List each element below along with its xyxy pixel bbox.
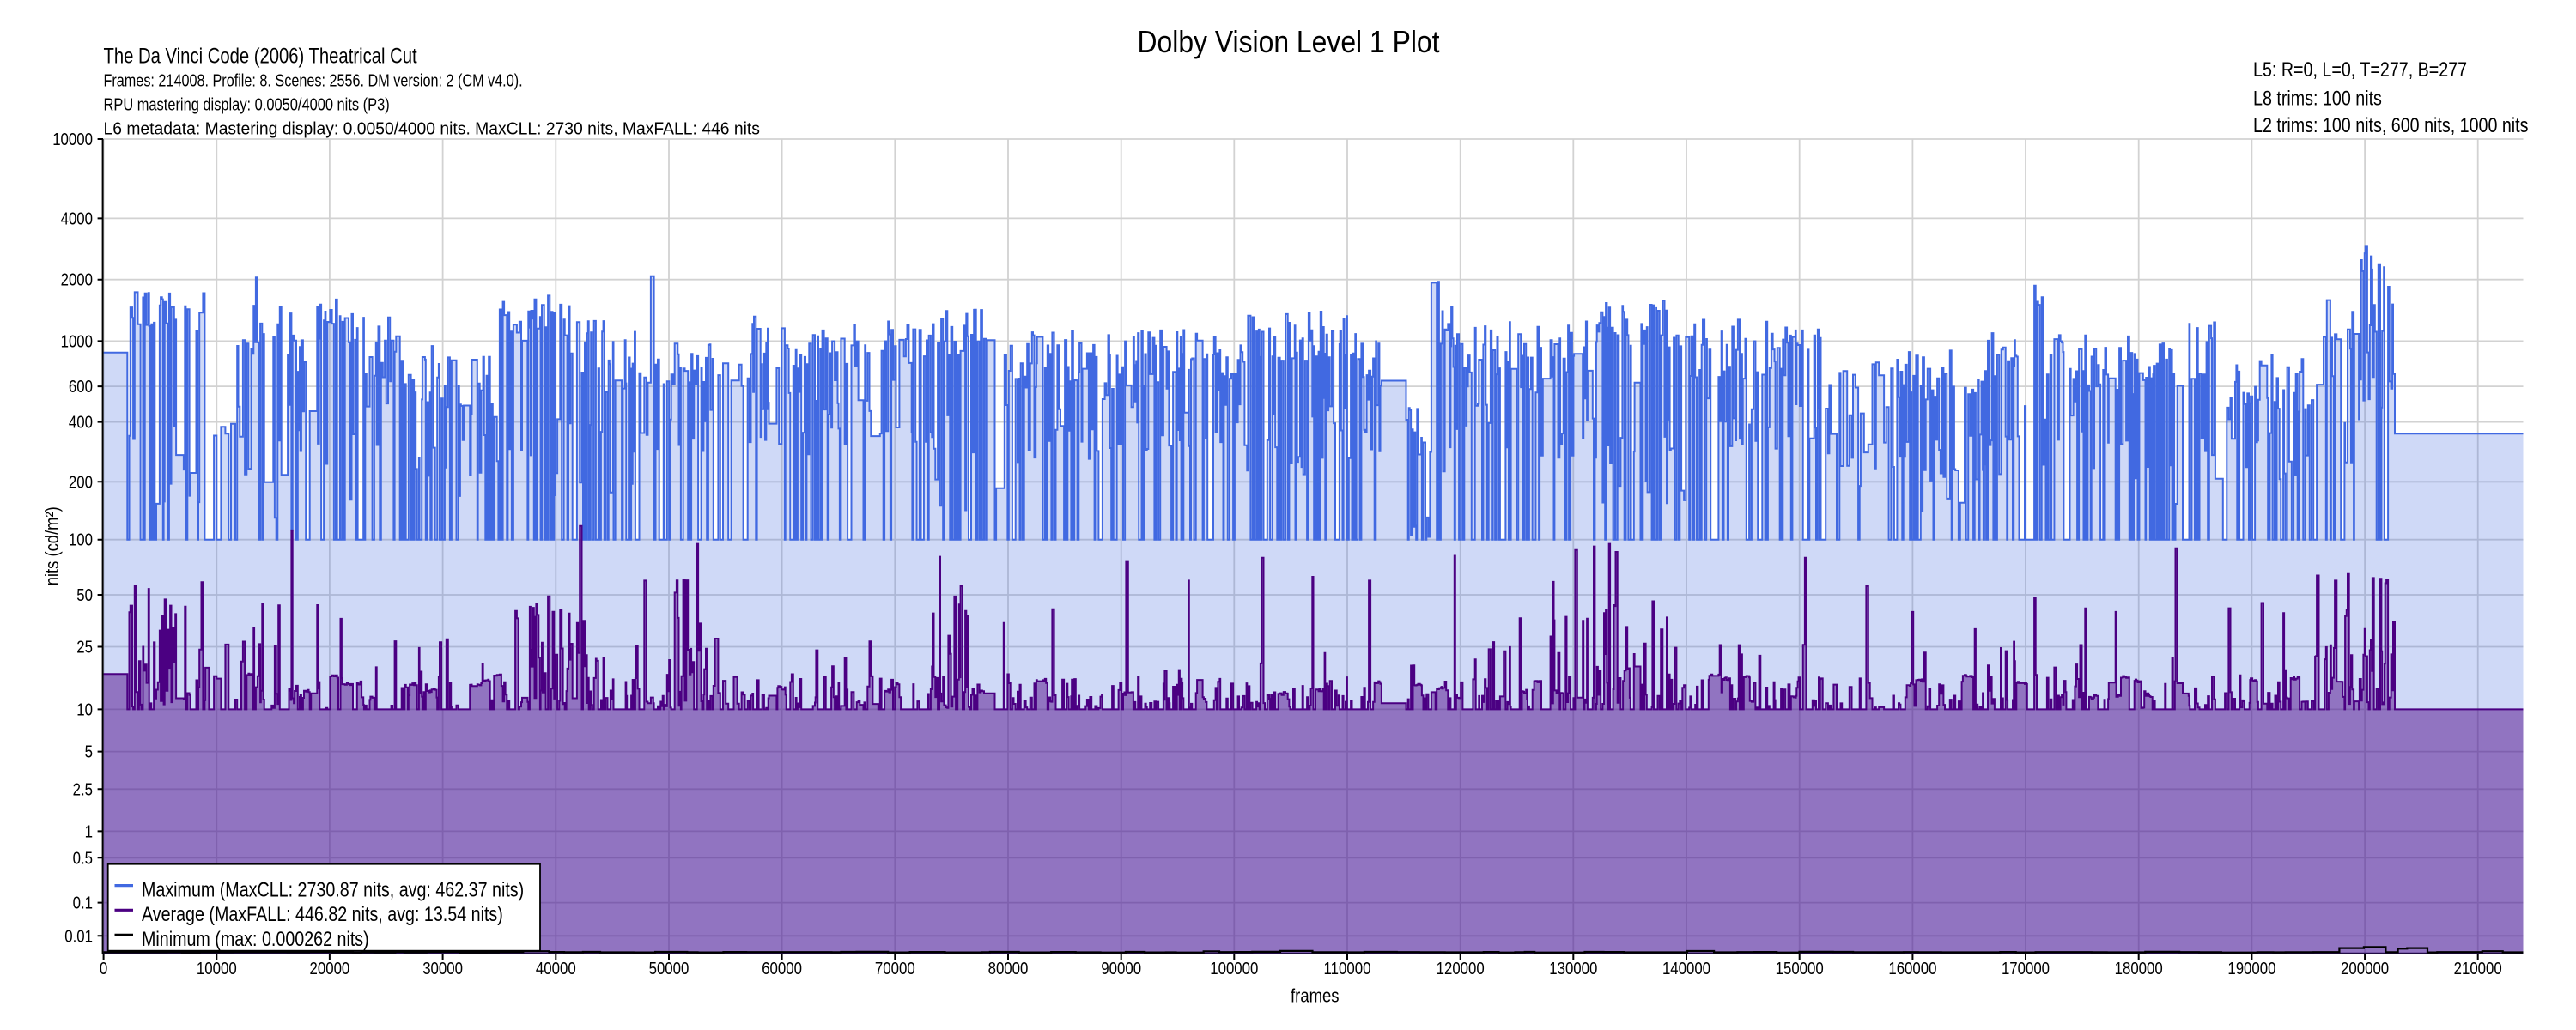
svg-text:nits (cd/m²): nits (cd/m²) — [41, 506, 63, 585]
svg-text:30000: 30000 — [422, 959, 463, 978]
svg-text:2.5: 2.5 — [73, 779, 93, 799]
svg-text:frames: frames — [1291, 985, 1340, 1007]
svg-text:The Da Vinci Code (2006) Theat: The Da Vinci Code (2006) Theatrical Cut — [104, 45, 417, 69]
svg-text:1000: 1000 — [61, 331, 93, 351]
svg-text:4000: 4000 — [61, 209, 93, 228]
svg-text:0: 0 — [100, 959, 107, 978]
svg-text:2000: 2000 — [61, 270, 93, 290]
svg-text:130000: 130000 — [1549, 959, 1597, 978]
svg-text:Maximum (MaxCLL: 2730.87 nits,: Maximum (MaxCLL: 2730.87 nits, avg: 462.… — [142, 878, 524, 901]
svg-text:L8 trims: 100 nits: L8 trims: 100 nits — [2253, 87, 2382, 110]
svg-text:40000: 40000 — [536, 959, 576, 978]
svg-text:70000: 70000 — [875, 959, 915, 978]
svg-text:90000: 90000 — [1101, 959, 1141, 978]
svg-text:600: 600 — [69, 377, 93, 397]
svg-text:150000: 150000 — [1776, 959, 1824, 978]
svg-text:L5: R=0, L=0, T=277, B=277: L5: R=0, L=0, T=277, B=277 — [2253, 58, 2467, 82]
svg-text:L2 trims: 100 nits, 600 nits,: L2 trims: 100 nits, 600 nits, 1000 nits — [2253, 114, 2529, 137]
svg-text:Dolby Vision Level 1 Plot: Dolby Vision Level 1 Plot — [1138, 24, 1440, 59]
svg-text:120000: 120000 — [1437, 959, 1485, 978]
svg-text:25: 25 — [76, 638, 93, 657]
svg-text:100: 100 — [69, 530, 93, 550]
svg-text:L6 metadata: Mastering display: L6 metadata: Mastering display: 0.0050/4… — [104, 120, 760, 139]
svg-text:60000: 60000 — [762, 959, 802, 978]
svg-text:10000: 10000 — [197, 959, 237, 978]
svg-text:400: 400 — [69, 413, 93, 433]
svg-text:160000: 160000 — [1888, 959, 1936, 978]
svg-text:80000: 80000 — [988, 959, 1029, 978]
svg-text:50000: 50000 — [649, 959, 690, 978]
svg-text:0.01: 0.01 — [64, 926, 93, 946]
svg-text:RPU mastering display: 0.0050/: RPU mastering display: 0.0050/4000 nits … — [104, 96, 390, 115]
svg-text:20000: 20000 — [310, 959, 350, 978]
svg-text:200: 200 — [69, 472, 93, 492]
svg-text:170000: 170000 — [2002, 959, 2050, 978]
svg-text:190000: 190000 — [2227, 959, 2275, 978]
svg-text:180000: 180000 — [2115, 959, 2163, 978]
svg-text:50: 50 — [76, 585, 93, 605]
svg-text:200000: 200000 — [2341, 959, 2389, 978]
svg-text:10000: 10000 — [52, 130, 93, 149]
svg-text:0.1: 0.1 — [73, 894, 93, 913]
svg-text:0.5: 0.5 — [73, 848, 93, 868]
svg-text:100000: 100000 — [1210, 959, 1258, 978]
svg-text:1: 1 — [85, 821, 93, 841]
svg-text:210000: 210000 — [2454, 959, 2502, 978]
svg-text:140000: 140000 — [1662, 959, 1710, 978]
svg-text:5: 5 — [85, 742, 93, 762]
svg-text:110000: 110000 — [1324, 959, 1371, 978]
svg-text:Minimum (max: 0.000262 nits): Minimum (max: 0.000262 nits) — [142, 928, 369, 951]
svg-text:Average (MaxFALL: 446.82 nits,: Average (MaxFALL: 446.82 nits, avg: 13.5… — [142, 903, 503, 926]
svg-text:Frames: 214008. Profile: 8. Sc: Frames: 214008. Profile: 8. Scenes: 2556… — [104, 72, 523, 91]
svg-text:10: 10 — [76, 700, 93, 719]
